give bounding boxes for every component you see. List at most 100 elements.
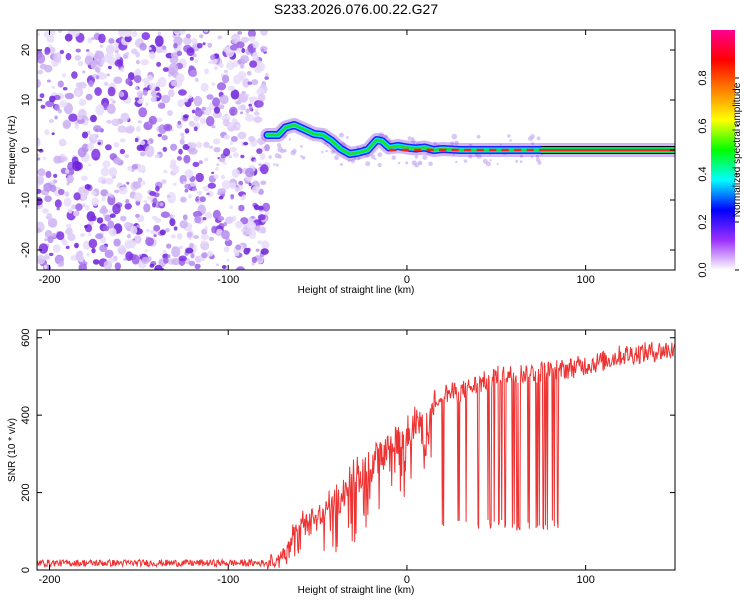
noise-speckle	[168, 89, 175, 98]
noise-speckle	[199, 196, 206, 203]
noise-speckle	[149, 191, 157, 196]
noise-speckle	[229, 155, 233, 159]
noise-speckle	[183, 114, 189, 119]
noise-speckle	[84, 184, 91, 190]
noise-speckle	[216, 263, 219, 267]
noise-speckle	[153, 234, 157, 238]
noise-speckle	[105, 177, 114, 185]
noise-speckle	[230, 89, 240, 100]
noise-speckle	[182, 214, 188, 221]
noise-speckle	[252, 52, 259, 59]
faint-speckle	[346, 136, 349, 139]
noise-speckle	[192, 161, 200, 168]
noise-speckle	[223, 148, 231, 157]
noise-speckle	[207, 250, 214, 257]
noise-speckle	[196, 42, 203, 49]
noise-speckle	[216, 82, 227, 91]
noise-speckle	[80, 192, 87, 201]
noise-speckle	[94, 87, 102, 96]
noise-speckle	[213, 106, 221, 114]
noise-speckle	[119, 138, 126, 143]
noise-speckle	[149, 82, 156, 91]
noise-speckle	[203, 30, 209, 33]
noise-speckle	[117, 30, 126, 37]
noise-speckle	[91, 133, 99, 139]
noise-speckle	[201, 252, 208, 259]
noise-speckle	[56, 207, 60, 211]
faint-speckle	[323, 141, 327, 145]
noise-speckle	[182, 181, 187, 185]
noise-speckle	[157, 102, 165, 109]
noise-speckle	[108, 210, 112, 213]
noise-speckle	[264, 76, 270, 80]
faint-speckle	[377, 162, 382, 168]
noise-speckle	[193, 95, 203, 107]
y-tick-label: 0	[20, 567, 32, 573]
noise-speckle	[113, 142, 120, 148]
noise-speckle	[255, 225, 261, 232]
noise-speckle	[245, 114, 255, 122]
noise-speckle	[163, 256, 169, 264]
noise-speckle	[57, 80, 64, 88]
noise-speckle	[139, 151, 146, 157]
noise-speckle	[189, 56, 194, 61]
noise-speckle	[88, 232, 92, 237]
noise-speckle	[97, 142, 102, 145]
noise-speckle	[207, 42, 213, 48]
noise-speckle	[139, 93, 143, 96]
noise-speckle	[41, 208, 49, 214]
faint-speckle	[357, 157, 361, 160]
noise-speckle	[260, 164, 269, 175]
noise-speckle	[150, 89, 157, 97]
noise-speckle	[247, 81, 253, 85]
noise-speckle	[96, 217, 104, 224]
noise-speckle	[137, 164, 146, 173]
faint-speckle	[537, 160, 542, 165]
noise-speckle	[104, 249, 114, 259]
noise-speckle	[173, 43, 178, 49]
noise-speckle	[52, 232, 57, 239]
noise-speckle	[188, 148, 198, 155]
noise-speckle	[123, 30, 133, 38]
noise-speckle	[141, 256, 150, 264]
noise-speckle	[101, 196, 106, 202]
noise-speckle	[56, 231, 65, 241]
noise-speckle	[124, 240, 133, 249]
noise-speckle	[95, 104, 105, 116]
noise-speckle	[43, 31, 51, 38]
noise-speckle	[230, 194, 235, 198]
faint-speckle	[398, 161, 401, 164]
noise-speckle	[58, 188, 65, 196]
noise-speckle	[46, 79, 51, 83]
noise-speckle	[183, 154, 191, 164]
noise-speckle	[51, 132, 55, 135]
noise-speckle	[246, 70, 252, 76]
faint-speckle	[519, 160, 523, 164]
x-tick-label: -100	[217, 574, 239, 586]
noise-speckle	[180, 132, 185, 137]
noise-speckle	[193, 235, 199, 239]
noise-speckle	[107, 220, 115, 229]
noise-speckle	[43, 255, 51, 260]
noise-speckle	[49, 184, 57, 193]
faint-speckle	[348, 159, 351, 162]
noise-speckle	[95, 75, 100, 80]
noise-speckle	[214, 65, 218, 71]
noise-speckle	[237, 131, 247, 140]
noise-speckle	[42, 156, 47, 160]
noise-speckle	[208, 145, 214, 149]
noise-speckle	[178, 148, 183, 155]
noise-speckle	[147, 74, 153, 81]
colorbar-tick-label: 0.4	[697, 166, 709, 181]
noise-speckle	[139, 42, 147, 51]
faint-speckle	[277, 146, 284, 153]
noise-speckle	[73, 192, 81, 201]
noise-speckle	[163, 169, 168, 174]
spectrogram-signal-layer	[260, 118, 675, 161]
noise-speckle	[145, 237, 155, 247]
noise-speckle	[262, 202, 271, 212]
noise-speckle	[264, 211, 270, 216]
noise-speckle	[192, 187, 197, 192]
noise-speckle	[59, 49, 65, 55]
